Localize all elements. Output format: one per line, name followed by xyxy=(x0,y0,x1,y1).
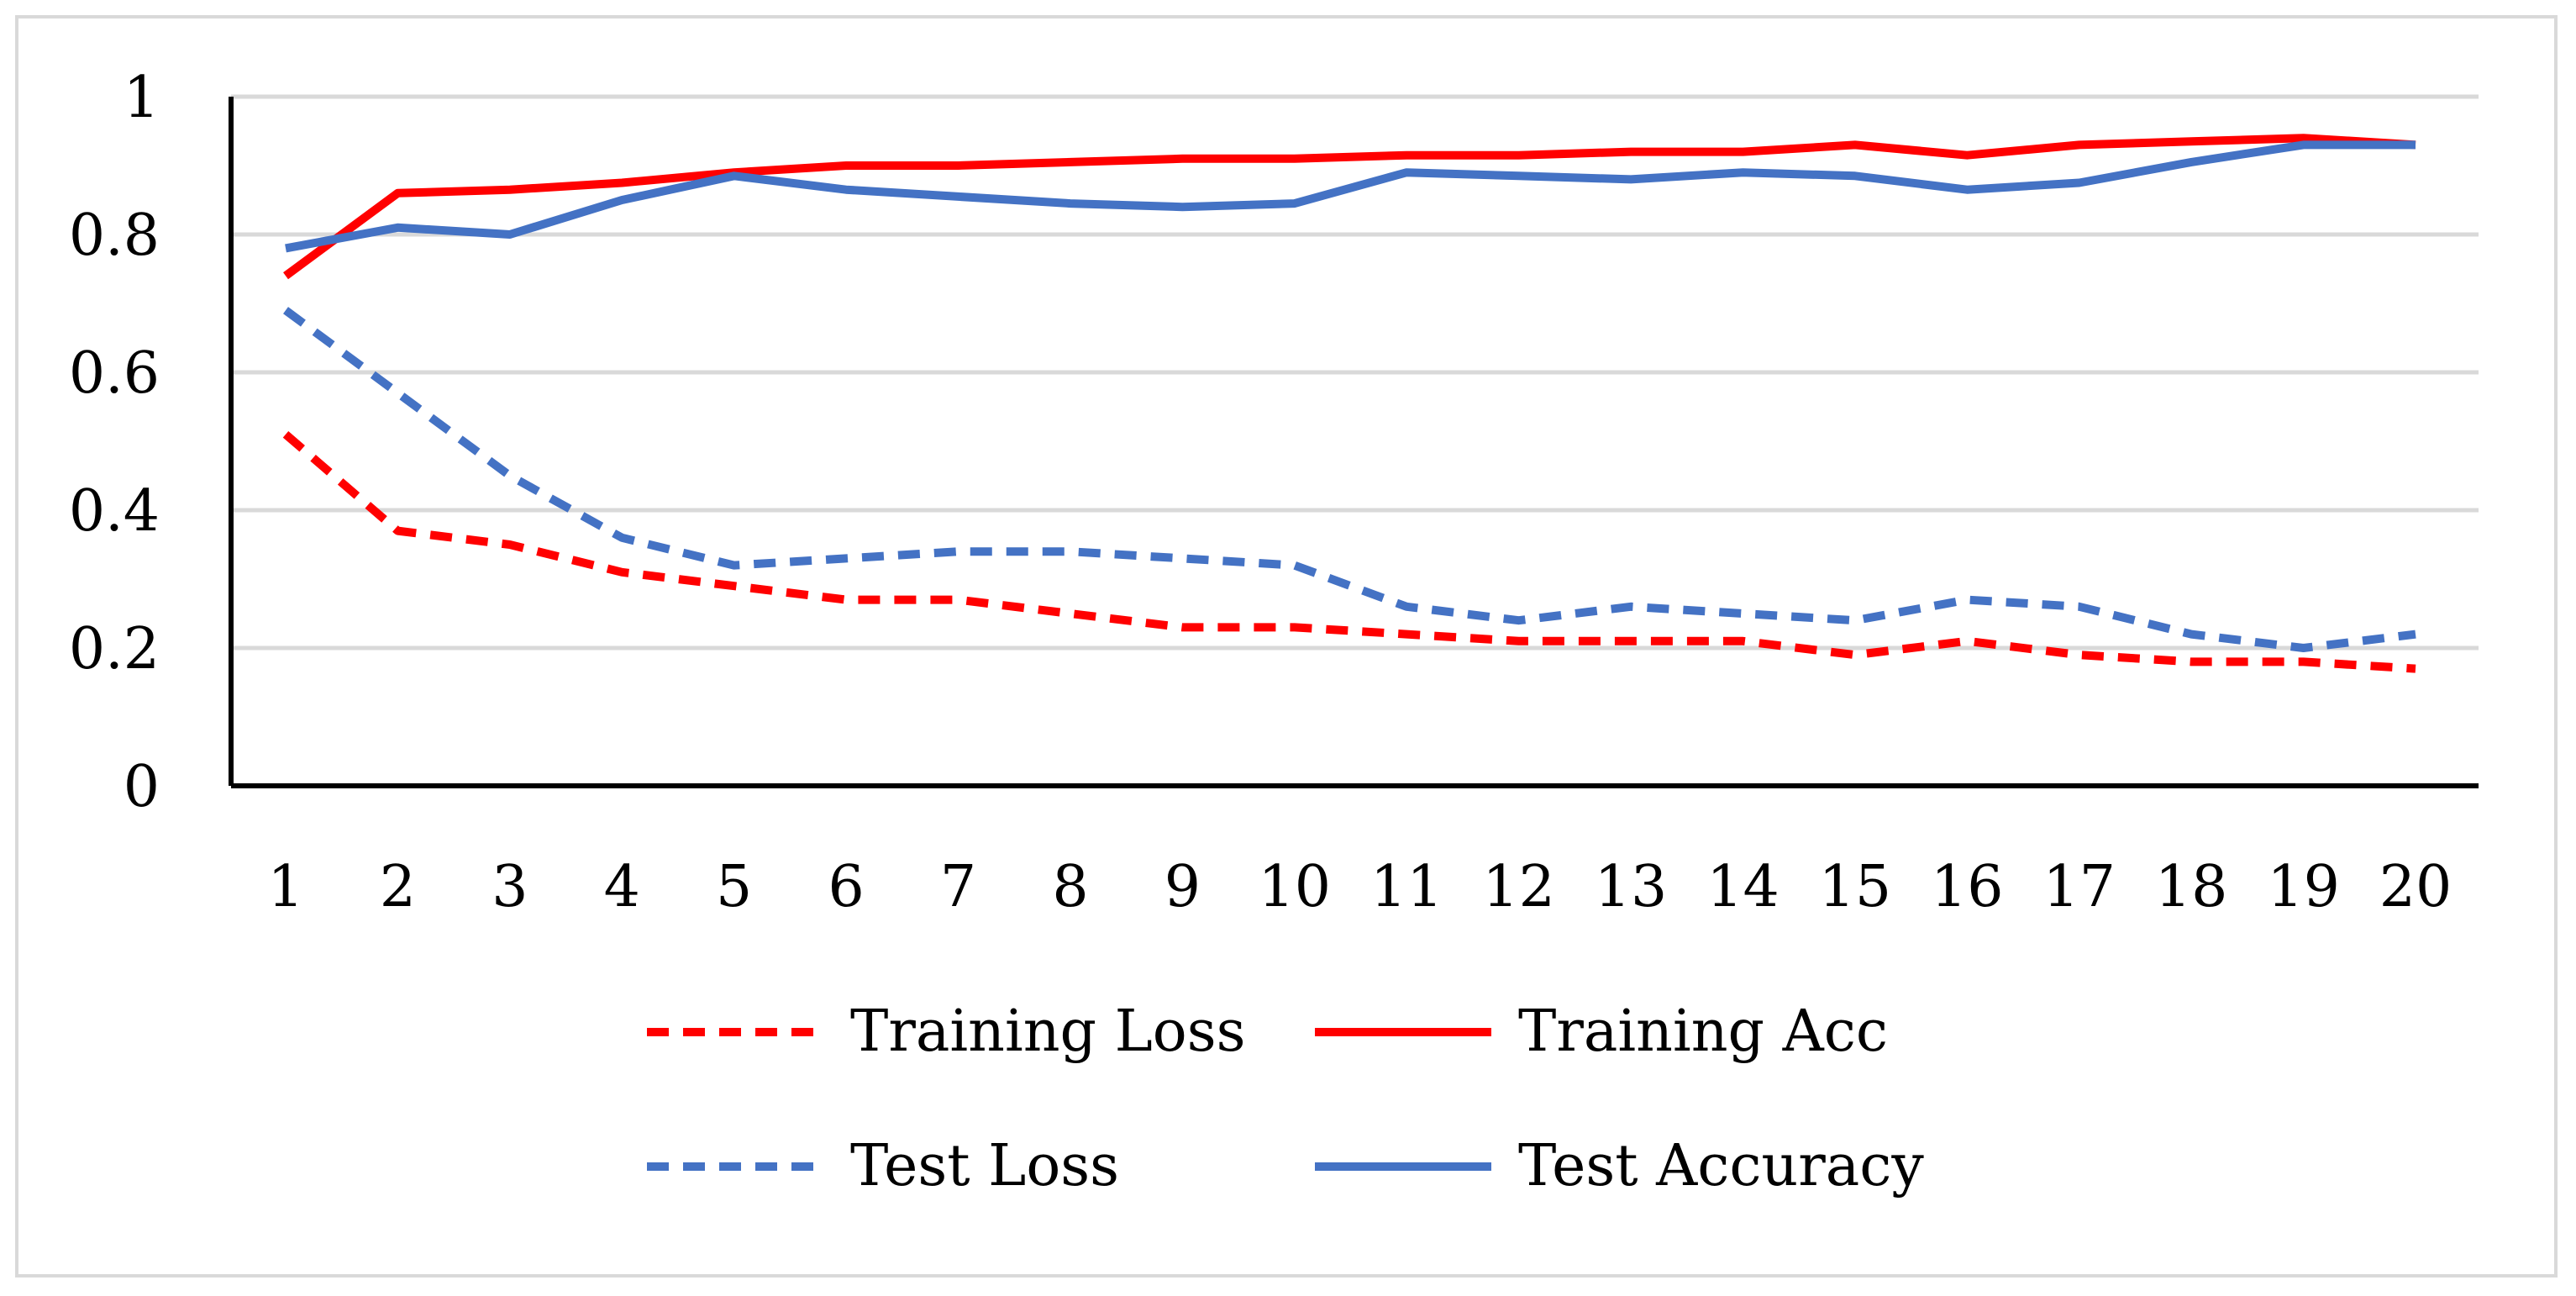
x-tick-label: 13 xyxy=(1595,854,1668,920)
legend-item: Training Loss xyxy=(647,998,1246,1065)
y-tick-label: 0.4 xyxy=(69,478,160,545)
x-tick-label: 8 xyxy=(1052,854,1088,920)
y-tick-labels: 0 0.2 0.4 0.6 0.8 1 xyxy=(69,65,160,820)
axes xyxy=(229,97,2479,788)
series-line-test-loss xyxy=(283,307,2416,652)
x-tick-label: 2 xyxy=(380,854,416,920)
series-line-training-acc xyxy=(283,134,2416,280)
legend-label: Training Acc xyxy=(1518,998,1888,1065)
x-tick-label: 6 xyxy=(828,854,864,920)
x-tick-label: 7 xyxy=(940,854,976,920)
x-tick-label: 16 xyxy=(1931,854,2004,920)
series-line-test-accuracy xyxy=(285,140,2416,253)
x-tick-labels: 1 2 3 4 5 6 7 8 9 10 11 12 13 14 15 16 17 18 19 20 xyxy=(267,854,2452,920)
x-tick-label: 11 xyxy=(1370,854,1443,920)
x-tick-label: 15 xyxy=(1819,854,1892,920)
y-tick-label: 0 xyxy=(124,754,160,820)
y-tick-label: 0.6 xyxy=(69,340,160,407)
y-tick-label: 1 xyxy=(124,65,160,131)
legend-label: Training Loss xyxy=(850,998,1246,1065)
x-tick-label: 20 xyxy=(2379,854,2452,920)
legend-label: Test Loss xyxy=(850,1133,1119,1199)
x-tick-label: 19 xyxy=(2267,854,2340,920)
x-tick-label: 1 xyxy=(267,854,303,920)
series-lines xyxy=(282,134,2416,673)
y-tick-label: 0.2 xyxy=(69,616,160,682)
legend: Training Loss Training Acc Test Loss Test A… xyxy=(647,998,1924,1199)
x-tick-label: 10 xyxy=(1259,854,1332,920)
x-tick-label: 4 xyxy=(604,854,640,920)
x-tick-label: 17 xyxy=(2042,854,2116,920)
x-tick-label: 9 xyxy=(1164,854,1201,920)
legend-item: Test Accuracy xyxy=(1315,1133,1924,1199)
x-tick-label: 3 xyxy=(492,854,528,920)
x-tick-label: 5 xyxy=(716,854,752,920)
legend-item: Training Acc xyxy=(1315,998,1888,1065)
x-tick-label: 14 xyxy=(1706,854,1780,920)
y-tick-label: 0.8 xyxy=(69,203,160,269)
gridlines xyxy=(231,94,2479,651)
x-tick-label: 18 xyxy=(2155,854,2228,920)
x-tick-label: 12 xyxy=(1482,854,1555,920)
series-line-training-loss xyxy=(282,431,2416,673)
legend-item: Test Loss xyxy=(647,1133,1119,1199)
legend-label: Test Accuracy xyxy=(1518,1133,1924,1199)
